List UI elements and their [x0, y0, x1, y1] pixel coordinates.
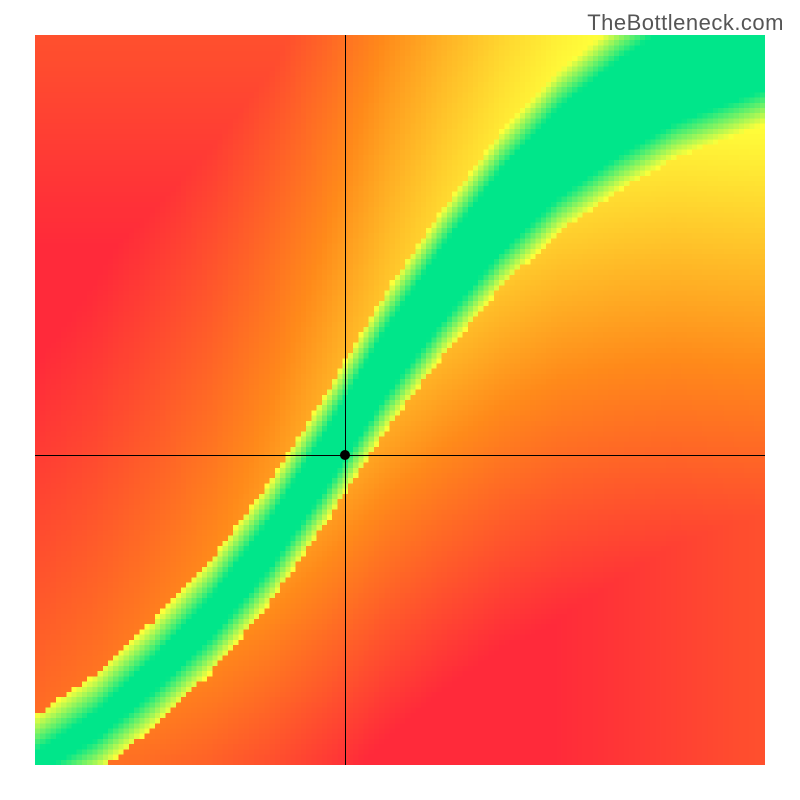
- watermark-text: TheBottleneck.com: [587, 10, 784, 36]
- heatmap-plot: [35, 35, 765, 765]
- crosshair-marker: [340, 450, 350, 460]
- chart-container: TheBottleneck.com: [0, 0, 800, 800]
- heatmap-canvas: [35, 35, 765, 765]
- crosshair-horizontal: [35, 455, 765, 456]
- crosshair-vertical: [345, 35, 346, 765]
